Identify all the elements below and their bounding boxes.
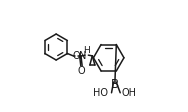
Text: OH: OH: [121, 88, 136, 98]
Text: O: O: [78, 65, 85, 75]
Text: B: B: [111, 77, 119, 90]
Text: H: H: [84, 46, 90, 55]
Text: N: N: [79, 50, 86, 60]
Text: O: O: [73, 51, 80, 61]
Text: HO: HO: [93, 88, 108, 98]
